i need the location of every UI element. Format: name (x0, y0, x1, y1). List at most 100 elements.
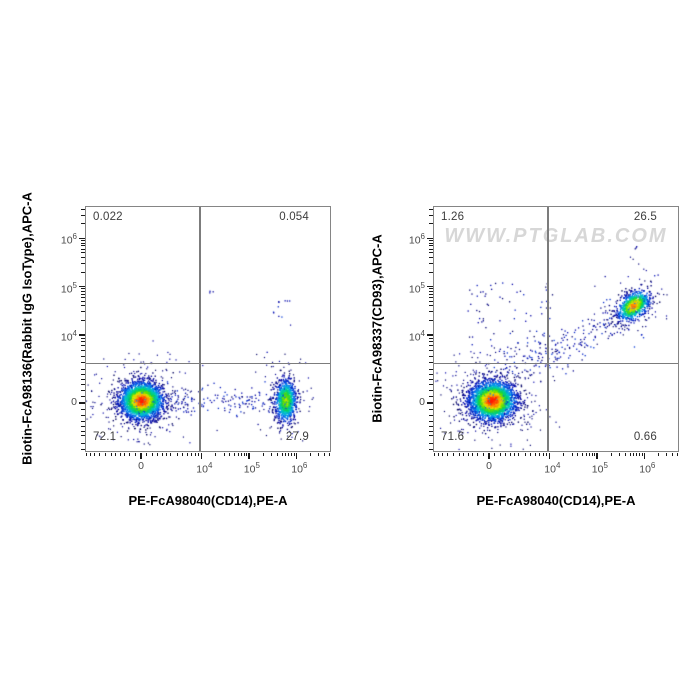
y-minor-tick (429, 369, 433, 371)
x-minor-tick (588, 452, 590, 456)
y-minor-tick (81, 383, 85, 385)
x-minor-tick (291, 452, 293, 456)
y-minor-tick (81, 426, 85, 428)
y-minor-tick (429, 361, 433, 363)
y-minor-tick (81, 414, 85, 416)
x-minor-tick (129, 452, 131, 456)
y-minor-tick (81, 263, 85, 265)
x-minor-tick (629, 452, 631, 456)
x-tick-label: 0 (138, 460, 144, 472)
x-major-tick (488, 452, 490, 459)
y-minor-tick (81, 242, 85, 244)
quadrant-gate-horizontal-line (433, 363, 679, 365)
y-minor-tick (81, 288, 85, 290)
y-major-tick (426, 402, 433, 404)
y-major-tick (78, 237, 85, 240)
x-tick-label: 105 (243, 461, 260, 476)
x-minor-tick (86, 452, 88, 456)
x-minor-tick (156, 452, 158, 456)
x-minor-tick (104, 452, 106, 456)
y-minor-tick (429, 395, 433, 397)
y-tick-label: 105 (408, 280, 425, 296)
x-minor-tick (467, 452, 469, 456)
x-major-tick (596, 452, 598, 459)
x-minor-tick (447, 452, 449, 456)
quadrant-stat-lower-left: 72.1 (93, 431, 117, 443)
x-minor-tick (134, 452, 136, 456)
x-minor-tick (229, 452, 231, 456)
x-minor-tick (513, 452, 515, 456)
y-minor-tick (429, 311, 433, 313)
x-minor-tick (517, 452, 519, 456)
x-minor-tick (591, 452, 593, 456)
x-minor-tick (504, 452, 506, 456)
y-minor-tick (429, 300, 433, 302)
x-minor-tick (585, 452, 587, 456)
y-minor-tick (81, 373, 85, 375)
y-tick-label: 105 (60, 280, 77, 296)
x-minor-tick (276, 452, 278, 456)
y-minor-tick (81, 271, 85, 273)
quadrant-stat-upper-left: 1.26 (441, 211, 465, 223)
y-minor-tick (429, 263, 433, 265)
y-minor-tick (81, 223, 85, 225)
y-minor-tick (429, 345, 433, 347)
x-minor-tick (94, 452, 96, 456)
x-minor-tick (182, 452, 184, 456)
x-minor-tick (328, 452, 330, 456)
x-minor-tick (539, 452, 541, 456)
x-minor-tick (509, 452, 511, 456)
y-minor-tick (429, 305, 433, 307)
y-minor-tick (81, 337, 85, 339)
y-minor-tick (429, 426, 433, 428)
x-minor-tick (499, 452, 501, 456)
y-tick-label: 104 (408, 328, 425, 344)
y-minor-tick (429, 223, 433, 225)
x-minor-tick (270, 452, 272, 456)
y-tick-label: 0 (419, 395, 425, 408)
y-minor-tick (429, 240, 433, 242)
y-major-tick (78, 285, 85, 288)
x-minor-tick (624, 452, 626, 456)
y-minor-tick (429, 337, 433, 339)
y-tick-label: 0 (71, 395, 77, 408)
x-minor-tick (676, 452, 678, 456)
y-minor-tick (81, 378, 85, 380)
y-axis-title: Biotin-FcA98337(CD93),APC-A (369, 234, 385, 423)
y-minor-tick (81, 214, 85, 216)
y-minor-tick (81, 240, 85, 242)
y-minor-tick (81, 319, 85, 321)
x-minor-tick (438, 452, 440, 456)
x-major-tick (548, 452, 551, 459)
y-minor-tick (81, 395, 85, 397)
x-tick-label: 105 (591, 461, 608, 476)
y-minor-tick (81, 408, 85, 410)
quadrant-gate-horizontal-line (85, 363, 331, 365)
x-minor-tick (672, 452, 674, 456)
y-minor-tick (429, 248, 433, 250)
x-minor-tick (442, 452, 444, 456)
y-major-tick (426, 334, 433, 336)
y-minor-tick (81, 449, 85, 451)
x-minor-tick (452, 452, 454, 456)
y-minor-tick (429, 408, 433, 410)
y-minor-tick (81, 350, 85, 352)
x-major-tick (643, 452, 646, 459)
x-tick-label: 106 (639, 461, 656, 476)
y-minor-tick (81, 341, 85, 343)
y-minor-tick (81, 311, 85, 313)
x-minor-tick (472, 452, 474, 456)
y-minor-tick (429, 252, 433, 254)
y-minor-tick (81, 296, 85, 298)
x-minor-tick (161, 452, 163, 456)
y-minor-tick (81, 245, 85, 247)
x-minor-tick (194, 452, 196, 456)
x-tick-label: 104 (544, 461, 561, 476)
x-minor-tick (633, 452, 635, 456)
x-minor-tick (146, 452, 148, 456)
x-tick-label: 0 (486, 460, 492, 472)
y-minor-tick (429, 208, 433, 210)
quadrant-stat-lower-right: 27.9 (285, 431, 309, 443)
x-minor-tick (542, 452, 544, 456)
quadrant-stat-upper-left: 0.022 (93, 211, 123, 223)
